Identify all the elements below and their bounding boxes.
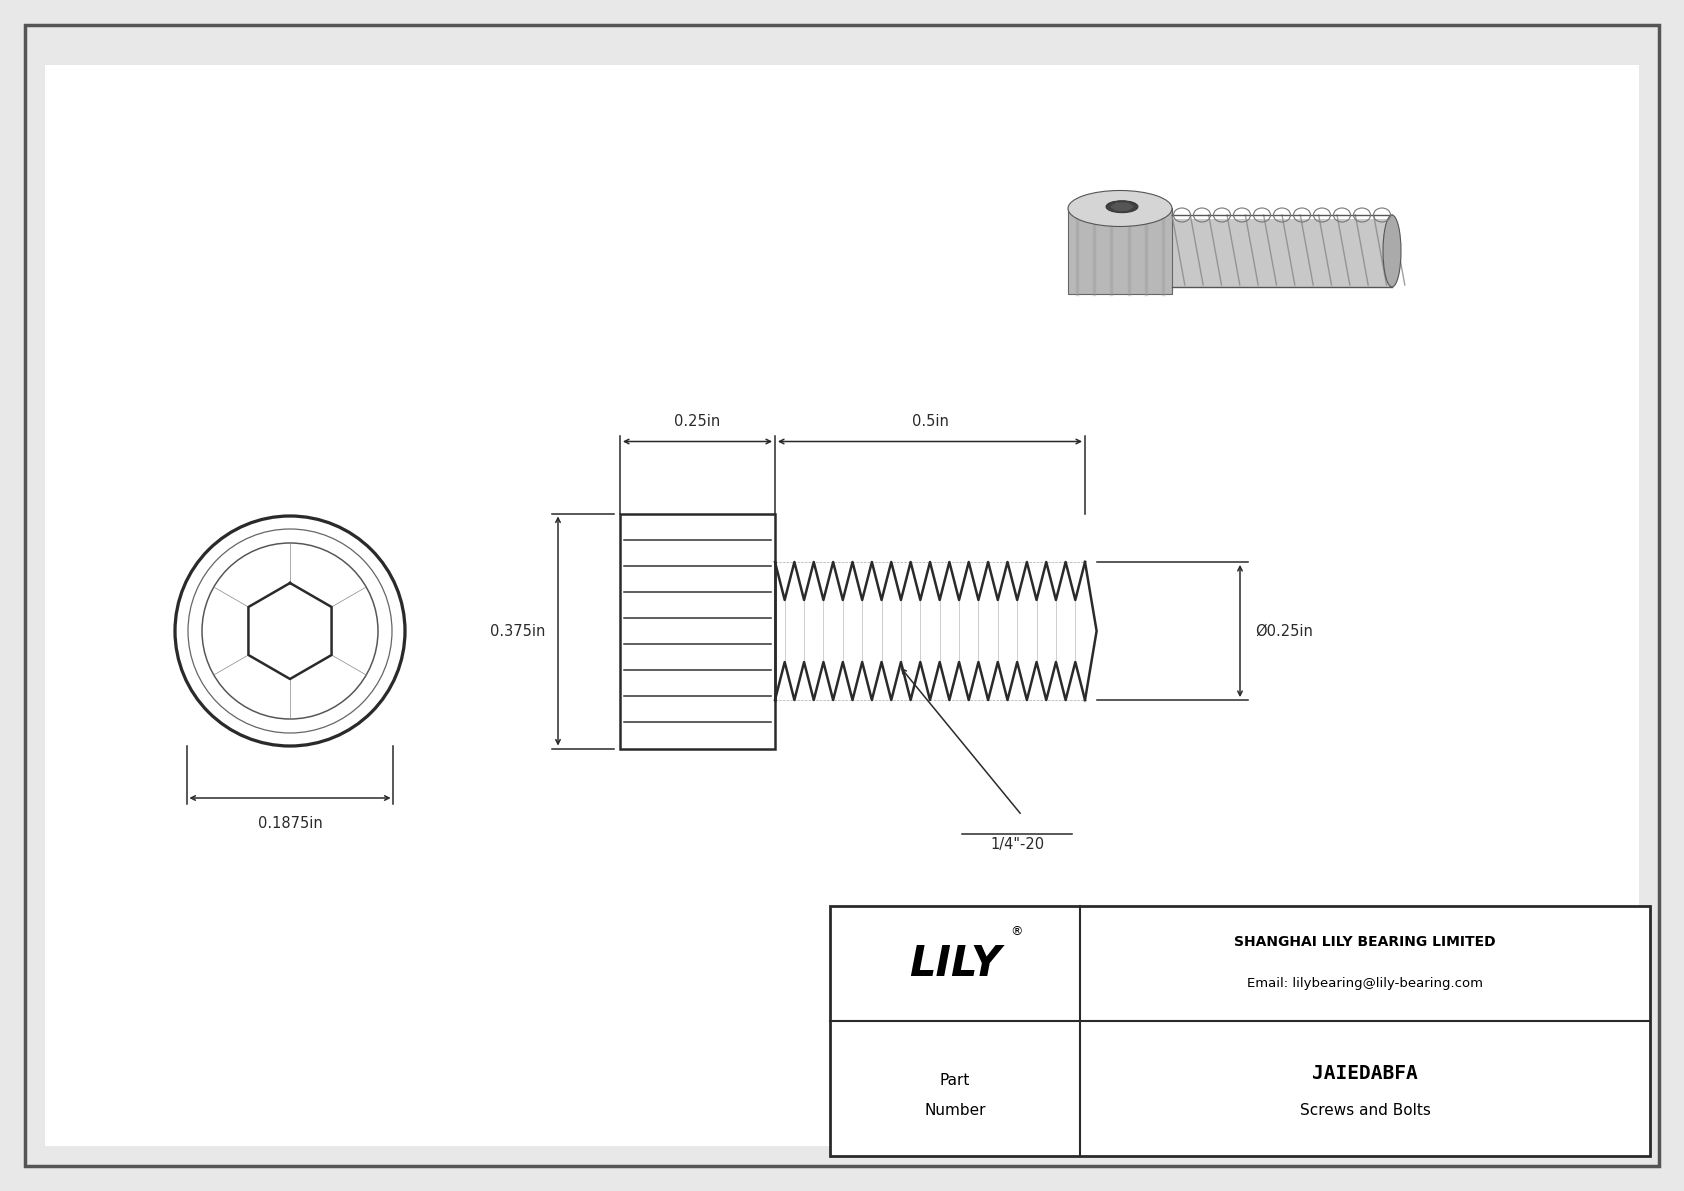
Text: 0.375in: 0.375in [490,624,546,638]
Polygon shape [1068,208,1172,293]
Ellipse shape [1106,201,1138,213]
Text: Ø0.25in: Ø0.25in [1255,624,1314,638]
Text: 1/4"-20: 1/4"-20 [990,837,1044,853]
Text: Email: lilybearing@lily-bearing.com: Email: lilybearing@lily-bearing.com [1246,977,1484,990]
Bar [620,513,775,748]
Text: 0.1875in: 0.1875in [258,816,322,831]
Text: LILY: LILY [909,942,1000,985]
Text: SHANGHAI LILY BEARING LIMITED: SHANGHAI LILY BEARING LIMITED [1234,935,1495,948]
Ellipse shape [1068,191,1172,226]
Bar [830,906,1650,1156]
Text: 0.25in: 0.25in [674,413,721,429]
Circle shape [175,516,404,746]
Text: Number: Number [925,1103,985,1118]
Polygon shape [1111,204,1133,211]
Text: 0.5in: 0.5in [911,413,948,429]
FancyBboxPatch shape [1172,219,1393,287]
Text: Screws and Bolts: Screws and Bolts [1300,1103,1430,1118]
Ellipse shape [1383,216,1401,287]
Text: ®: ® [1010,925,1024,939]
Text: JAIEDABFA: JAIEDABFA [1312,1064,1418,1083]
Text: Part: Part [940,1073,970,1089]
